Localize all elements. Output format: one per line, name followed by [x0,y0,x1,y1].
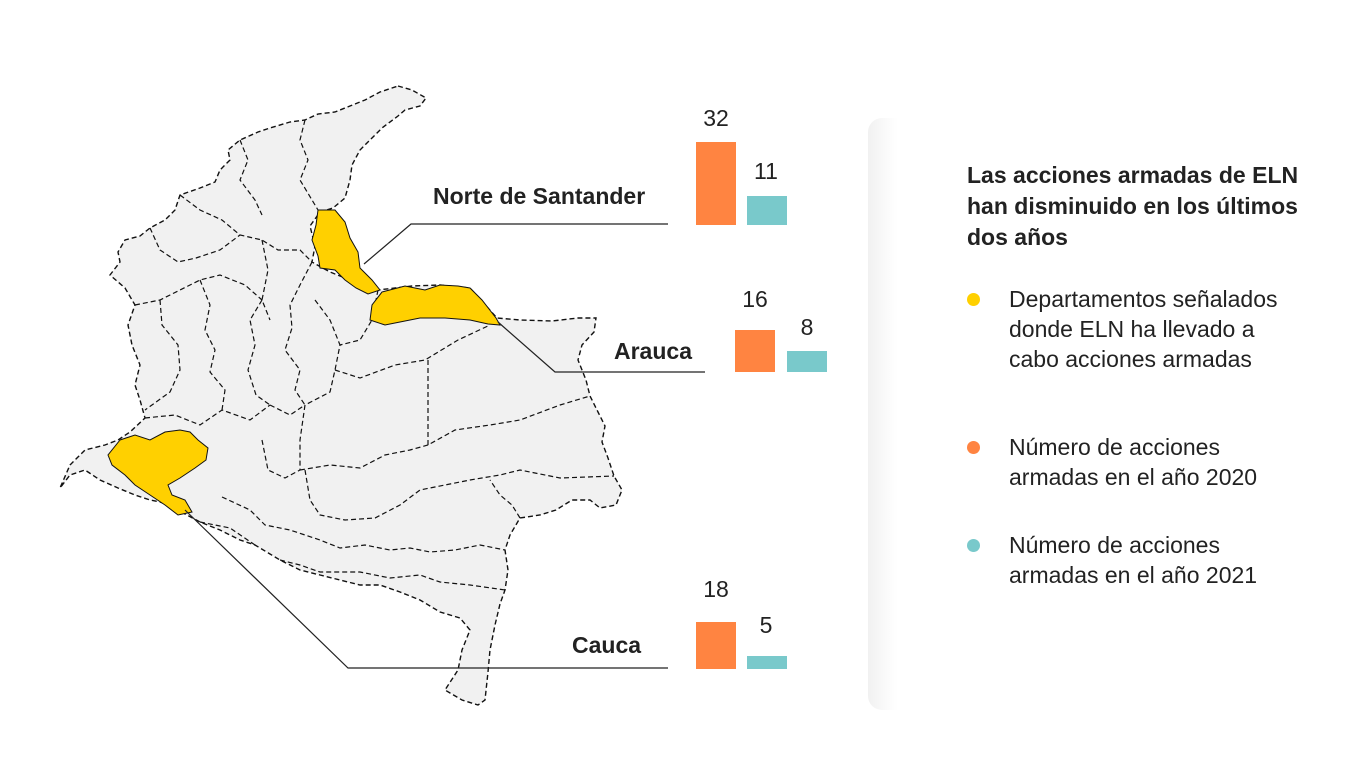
arauca-shape [369,284,501,326]
legend-item-label: Departamentos señalados donde ELN ha lle… [1009,286,1278,372]
cauca-shape [107,429,209,516]
colombia-map [59,85,705,706]
value-2021-arauca: 8 [800,314,814,340]
norte-de-santander-shape [311,209,381,295]
bar-2021-arauca [787,351,827,372]
arauca-leader-line [497,321,705,373]
legend: Las acciones armadas de ELN han disminui… [967,160,1327,588]
cauca-leader-line [184,509,668,669]
norte-leader-line [363,223,668,265]
region-label-cauca: Cauca [572,632,642,658]
value-2020-arauca: 16 [742,286,768,312]
value-2020-cauca: 18 [703,576,729,602]
country-outline [59,85,623,706]
bar-2020-norte-de-santander [696,141,736,225]
bar-2020-cauca [696,622,736,669]
value-2020-norte-de-santander: 32 [703,105,729,131]
bar-2021-cauca [747,656,787,669]
value-2021-cauca: 5 [759,612,773,638]
bar-2021-norte-de-santander [747,196,787,225]
legend-item-label: Número de acciones armadas en el año 202… [1009,434,1258,490]
teal-dot-icon [967,539,980,552]
bar-2020-arauca [735,330,775,372]
yellow-dot-icon [967,293,980,306]
orange-dot-icon [967,441,980,454]
panel-divider [868,118,898,710]
department-borders [134,119,615,591]
legend-title: Las acciones armadas de ELN han disminui… [967,162,1299,250]
leader-lines [184,223,705,669]
value-2021-norte-de-santander: 11 [754,158,778,184]
legend-item-label: Número de acciones armadas en el año 202… [1009,532,1258,588]
region-label-norte-de-santander: Norte de Santander [433,183,646,209]
region-label-arauca: Arauca [614,338,692,364]
